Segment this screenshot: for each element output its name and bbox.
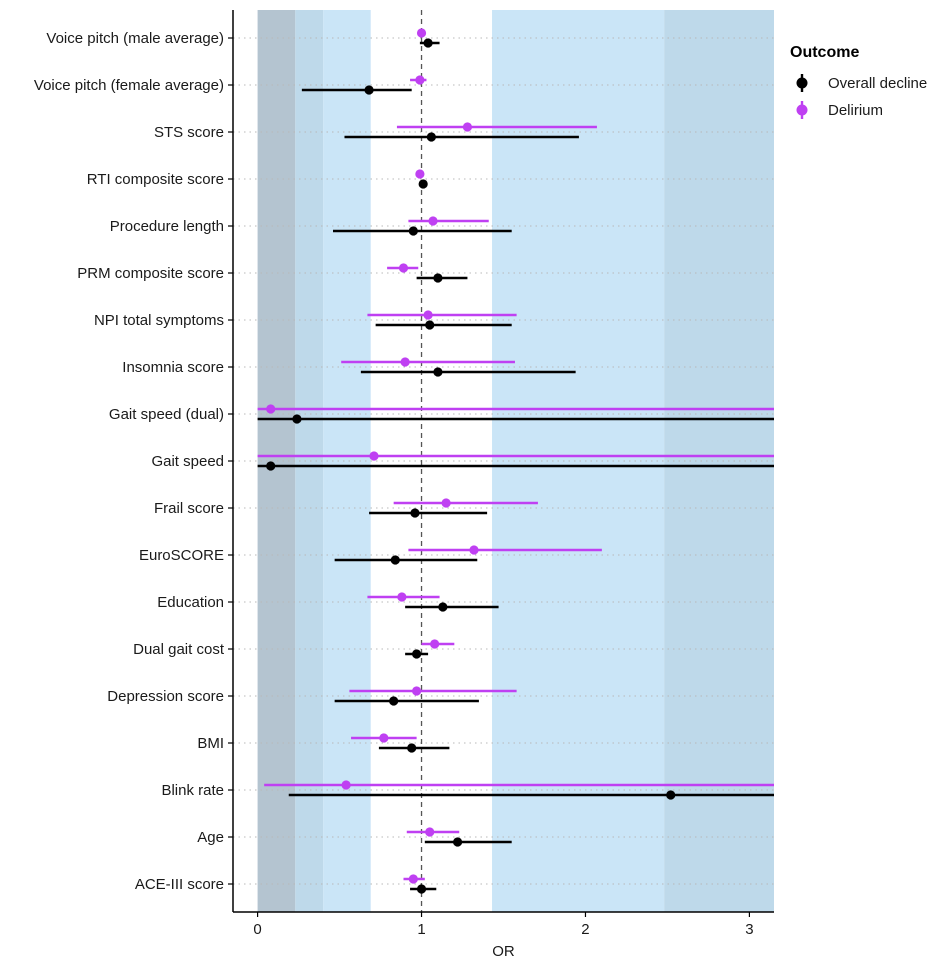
x-tick-label: 3 [745, 921, 753, 938]
delirium-point-9 [369, 451, 379, 461]
overall-decline-point-14 [389, 696, 399, 706]
overall-decline-point-16 [666, 790, 676, 800]
overall-decline-point-5 [433, 273, 443, 283]
overall-decline-point-1 [364, 85, 374, 95]
delirium-point-7 [400, 357, 410, 367]
y-tick-label: Voice pitch (male average) [46, 30, 224, 47]
delirium-point-15 [379, 733, 389, 743]
y-tick-label: Procedure length [110, 218, 224, 235]
overall-decline-point-4 [408, 226, 418, 236]
legend-title: Outcome [790, 44, 859, 61]
delirium-point-2 [462, 122, 473, 132]
y-tick-label: Dual gait cost [133, 641, 225, 658]
shaded-band-2 [323, 10, 371, 912]
x-ticks: 0 1 2 3 [253, 912, 754, 938]
overall-decline-point-18 [416, 884, 427, 894]
delirium-point-10 [441, 498, 451, 508]
y-tick-label: Blink rate [161, 782, 224, 799]
y-tick-label: Gait speed (dual) [109, 406, 224, 423]
y-tick-label: Depression score [107, 688, 224, 705]
y-tick-labels: Voice pitch (male average) Voice pitch (f… [34, 30, 233, 893]
y-tick-label: ACE-III score [135, 876, 224, 893]
y-tick-label: Frail score [154, 500, 224, 517]
overall-decline-point-7 [433, 367, 443, 377]
delirium-point-4 [428, 216, 438, 226]
estimate-marks [257, 28, 774, 894]
overall-decline-point-17 [452, 837, 463, 847]
delirium-point-0 [416, 28, 427, 38]
y-tick-label: RTI composite score [87, 171, 224, 188]
y-tick-label: BMI [197, 735, 224, 752]
shaded-band-0 [257, 10, 296, 912]
y-tick-label: Age [197, 829, 224, 846]
overall-decline-point-0 [423, 38, 433, 48]
overall-decline-point-8 [292, 414, 302, 424]
delirium-point-16 [341, 780, 351, 790]
legend-key-point-delirium [796, 104, 808, 116]
overall-decline-point-12 [438, 602, 448, 612]
delirium-point-14 [412, 686, 422, 696]
legend: Outcome Overall decline Delirium [790, 44, 927, 119]
overall-decline-point-9 [266, 461, 276, 471]
y-tick-label: STS score [154, 124, 224, 141]
y-tick-label: EuroSCORE [139, 547, 224, 564]
delirium-point-3 [415, 169, 425, 179]
delirium-point-12 [397, 592, 407, 602]
legend-label-overall-decline: Overall decline [828, 75, 927, 92]
overall-decline-point-2 [426, 132, 436, 142]
overall-decline-point-15 [407, 743, 417, 753]
delirium-point-1 [415, 75, 425, 85]
delirium-point-18 [408, 874, 418, 884]
x-axis-title: OR [492, 943, 515, 960]
overall-decline-point-6 [425, 320, 435, 330]
y-tick-label: Insomnia score [122, 359, 224, 376]
y-tick-label: Gait speed [151, 453, 224, 470]
x-tick-label: 1 [417, 921, 425, 938]
delirium-point-8 [266, 404, 276, 414]
overall-decline-point-3 [418, 179, 428, 189]
delirium-point-5 [398, 263, 409, 273]
delirium-point-13 [430, 639, 440, 649]
delirium-point-6 [423, 310, 433, 320]
shaded-bands [257, 10, 774, 912]
shaded-band-3 [492, 10, 665, 912]
x-tick-label: 2 [581, 921, 589, 938]
legend-label-delirium: Delirium [828, 102, 883, 119]
x-tick-label: 0 [253, 921, 261, 938]
y-tick-label: NPI total symptoms [94, 312, 224, 329]
overall-decline-point-13 [412, 649, 422, 659]
y-tick-label: Education [157, 594, 224, 611]
row-gridlines [233, 37, 774, 885]
delirium-point-11 [469, 545, 479, 555]
overall-decline-point-10 [410, 508, 420, 518]
shaded-band-4 [664, 10, 774, 912]
delirium-point-17 [425, 827, 435, 837]
y-tick-label: PRM composite score [77, 265, 224, 282]
overall-decline-point-11 [390, 555, 400, 565]
legend-key-point-overall-decline [796, 77, 808, 89]
y-tick-label: Voice pitch (female average) [34, 77, 224, 94]
